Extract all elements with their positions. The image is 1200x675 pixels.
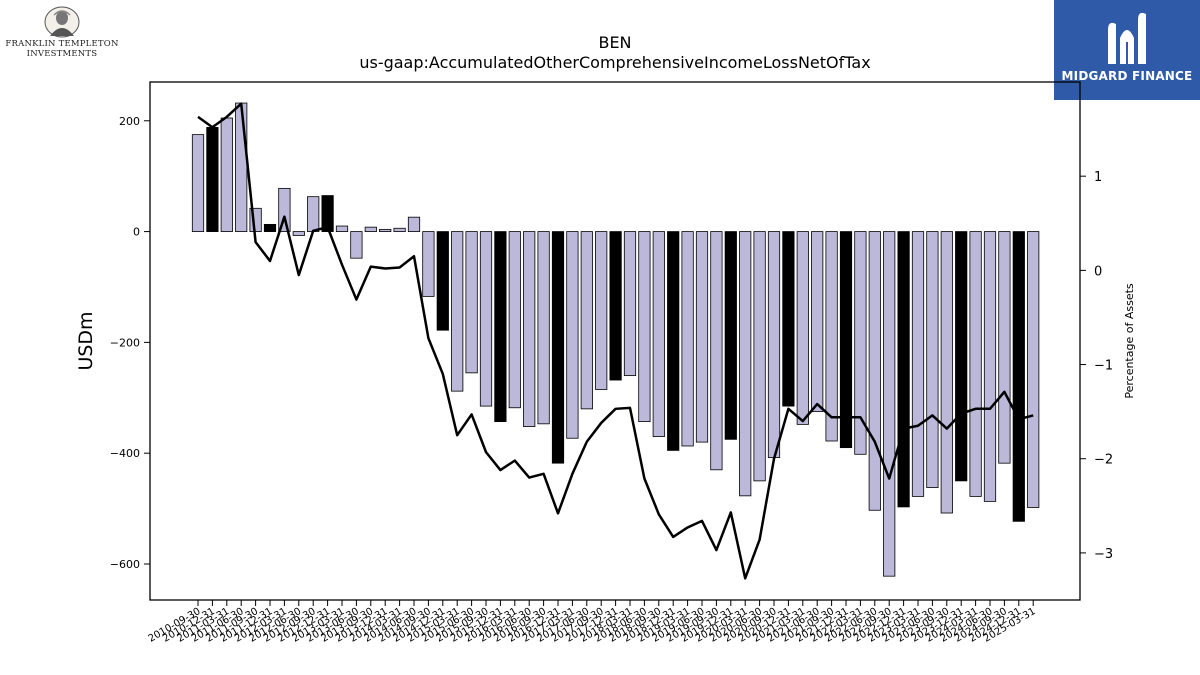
plot-frame: [149, 81, 1081, 601]
y2-tick-label: 1: [1094, 170, 1102, 185]
bar-2017-12-31: [609, 231, 622, 381]
franklin-templeton-logo: FRANKLIN TEMPLETON INVESTMENTS: [4, 6, 120, 62]
bar-2013-06-30: [350, 231, 363, 259]
bar-2014-06-30: [407, 216, 421, 232]
bar-2016-12-31: [551, 231, 565, 464]
bar-2015-03-31: [451, 231, 464, 392]
bar-2025-03-31: [1027, 231, 1040, 508]
bar-2021-06-30: [811, 231, 824, 413]
bar-2014-12-31: [436, 231, 449, 331]
y-tick-label: 200: [119, 115, 140, 128]
bar-2018-12-31: [667, 231, 680, 451]
bar-2011-03-31: [220, 117, 233, 232]
bar-2013-03-31: [335, 225, 349, 232]
bar-2021-03-31: [796, 231, 809, 425]
bar-2024-12-31: [1012, 231, 1025, 522]
bar-2023-12-31: [955, 231, 968, 482]
bar-2010-12-31: [206, 127, 219, 232]
bar-2021-09-30: [825, 231, 838, 442]
bar-2018-03-31: [623, 231, 637, 377]
bar-2023-03-31: [911, 231, 925, 497]
bar-2014-03-31: [393, 227, 406, 232]
bar-2012-12-31: [321, 195, 334, 232]
bar-2017-09-30: [595, 231, 608, 390]
bar-2013-12-31: [379, 228, 392, 232]
midgard-finance-logo: MIDGARD FINANCE: [1054, 0, 1200, 100]
y-tick-label: −400: [110, 447, 140, 460]
bar-2015-12-31: [494, 231, 507, 423]
left-axis-ticks: −600 −400 −200 0 200: [110, 115, 150, 571]
bar-2019-12-31: [724, 231, 737, 440]
bar-2016-06-30: [523, 231, 536, 427]
franklin-logo-line2: INVESTMENTS: [26, 49, 98, 59]
percentage-of-assets-line: [197, 102, 1034, 580]
y-tick-label: −200: [110, 336, 140, 349]
bar-2024-09-30: [998, 231, 1011, 464]
bar-2019-03-31: [681, 231, 694, 447]
y2-tick-label: −3: [1094, 547, 1113, 562]
bar-2022-03-31: [854, 231, 867, 455]
bar-group: [191, 102, 1040, 577]
franklin-logo-line1: FRANKLIN TEMPLETON: [5, 39, 119, 49]
bar-2019-09-30: [710, 231, 723, 471]
bar-2016-03-31: [508, 231, 521, 409]
bar-2012-09-30: [307, 196, 320, 232]
y2-tick-label: 0: [1094, 264, 1102, 279]
bar-2015-09-30: [479, 231, 493, 407]
bar-2022-12-31: [897, 231, 910, 508]
y2-axis-label: Percentage of Assets: [1123, 283, 1136, 399]
bar-2017-06-30: [580, 231, 593, 410]
right-axis-ticks: −3 −2 −1 0 1: [1080, 170, 1113, 562]
bar-2018-06-30: [638, 231, 651, 423]
bar-2015-06-30: [465, 231, 478, 374]
y-tick-label: −600: [110, 558, 140, 571]
bar-2022-06-30: [868, 231, 881, 511]
chart-subtitle: us-gaap:AccumulatedOtherComprehensiveInc…: [359, 53, 871, 72]
bar-2017-03-31: [566, 231, 579, 439]
bar-2011-12-31: [263, 223, 277, 232]
bar-2022-09-30: [883, 231, 896, 577]
chart-title: BEN: [598, 33, 632, 52]
bar-2011-06-30: [235, 102, 248, 232]
y-axis-label: USDm: [75, 311, 97, 370]
portrait-medallion-icon: [44, 6, 80, 38]
bar-2024-06-30: [983, 231, 997, 502]
bar-2024-03-31: [969, 231, 982, 497]
bar-2014-09-30: [422, 231, 435, 297]
x-axis-ticks: 2010-09-302010-12-312011-03-312011-06-30…: [147, 600, 1038, 645]
bar-2021-12-31: [839, 231, 853, 449]
bar-2020-09-30: [767, 231, 781, 459]
bar-2012-06-30: [292, 231, 305, 236]
bar-2013-09-30: [364, 226, 377, 232]
bar-2010-09-30: [191, 134, 205, 232]
bar-2020-06-30: [753, 231, 766, 482]
midgard-logo-name: MIDGARD FINANCE: [1061, 69, 1193, 83]
y2-tick-label: −2: [1094, 453, 1113, 468]
bar-2023-06-30: [926, 231, 939, 488]
bar-2023-09-30: [940, 231, 953, 514]
midgard-m-icon: [1108, 12, 1146, 64]
bar-2020-03-31: [739, 231, 752, 497]
bar-2016-09-30: [537, 231, 550, 425]
y2-tick-label: −1: [1094, 359, 1113, 374]
y-tick-label: 0: [133, 226, 140, 239]
bar-2020-12-31: [782, 231, 795, 407]
bar-2018-09-30: [652, 231, 665, 437]
bar-2012-03-31: [278, 187, 291, 232]
bar-2019-06-30: [695, 231, 709, 443]
